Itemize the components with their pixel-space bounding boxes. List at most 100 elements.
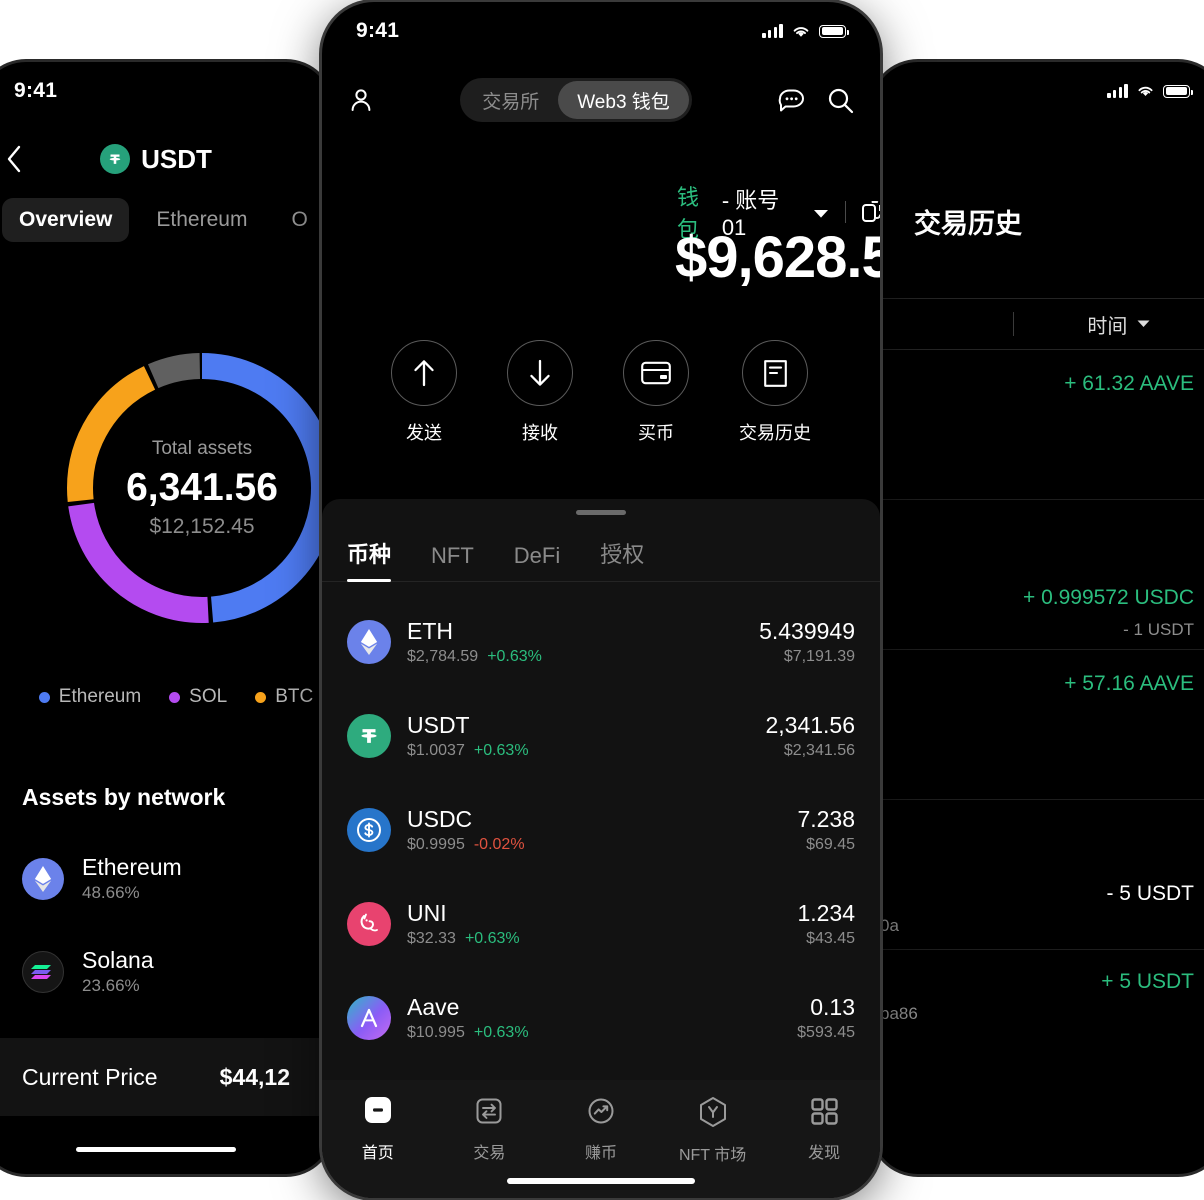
assets-by-network-title: Assets by network: [22, 784, 226, 810]
chat-icon[interactable]: [778, 88, 805, 113]
nav-discover[interactable]: 发现: [768, 1096, 880, 1163]
right-page-title: 交易历史: [914, 209, 1022, 239]
nav-nft-market[interactable]: NFT 市场: [657, 1096, 769, 1165]
left-title-text: USDT: [141, 143, 212, 174]
token-amount: 7.238: [797, 805, 855, 832]
nav-trade[interactable]: 交易: [434, 1096, 546, 1163]
table-row[interactable]: - 5 USDT 0a: [872, 800, 1204, 950]
wallet-divider: [845, 201, 847, 223]
token-amount: 0.13: [810, 993, 855, 1020]
status-icons-right: [1107, 84, 1193, 98]
network-row-solana[interactable]: Solana 23.66%: [0, 925, 332, 1018]
legend-label-sol: SOL: [189, 686, 228, 707]
arrow-up-icon: [391, 340, 457, 406]
status-bar-left: 9:41: [0, 62, 332, 120]
filter-divider: [1012, 312, 1014, 336]
list-item[interactable]: USDC $0.9995 -0.02% 7.238 $69.45: [322, 783, 880, 877]
tab-nft[interactable]: NFT: [431, 543, 474, 568]
token-info: USDC $0.9995 -0.02%: [407, 806, 797, 854]
legend-item-ethereum: Ethereum: [38, 686, 141, 708]
token-value: $7,191.39: [783, 648, 855, 666]
tab-defi[interactable]: DeFi: [513, 543, 561, 568]
legend-label-btc: BTC: [275, 686, 314, 707]
tether-icon: [347, 714, 391, 758]
nav-home[interactable]: 首页: [322, 1096, 434, 1163]
network-info-solana: Solana 23.66%: [82, 947, 154, 996]
mid-header: 交易所 Web3 钱包: [322, 72, 880, 128]
tab-approvals[interactable]: 授权: [600, 542, 645, 567]
table-row[interactable]: + 5 USDT ba86: [872, 950, 1204, 1100]
wifi-icon: [1138, 86, 1153, 96]
signal-icon: [1107, 84, 1128, 98]
mid-phone-web3-wallet: 9:41 交易所 Web3 钱包: [322, 2, 880, 1198]
back-chevron-left-icon[interactable]: [6, 145, 22, 173]
token-value: $593.45: [797, 1024, 855, 1042]
home-indicator-mid: [507, 1178, 695, 1184]
network-name: Solana: [82, 946, 154, 973]
action-send[interactable]: 发送: [391, 340, 457, 445]
table-row[interactable]: + 0.999572 USDC - 1 USDT: [872, 500, 1204, 650]
arrow-down-icon: [507, 340, 573, 406]
current-price-bar: Current Price $44,12: [0, 1038, 332, 1116]
tab-overview[interactable]: Overview: [2, 198, 130, 242]
sheet-drag-handle[interactable]: [576, 510, 626, 515]
left-header: USDT: [0, 130, 332, 188]
action-receive[interactable]: 接收: [507, 340, 573, 445]
swap-icon: [474, 1096, 504, 1131]
token-price: $0.9995: [407, 836, 465, 854]
list-item[interactable]: USDT $1.0037 +0.63% 2,341.56 $2,341.56: [322, 689, 880, 783]
search-icon[interactable]: [827, 87, 854, 114]
action-label: 接收: [522, 423, 558, 443]
current-price-value: $44,12: [219, 1063, 290, 1090]
table-row[interactable]: + 57.16 AAVE: [872, 650, 1204, 800]
token-price-row: $1.0037 +0.63%: [407, 742, 765, 760]
battery-icon: [1163, 84, 1193, 98]
network-name: Ethereum: [82, 853, 182, 880]
filter-time-dropdown[interactable]: 时间: [1014, 310, 1204, 339]
token-list: ETH $2,784.59 +0.63% 5.439949 $7,191.39: [322, 595, 880, 1198]
nft-icon: [698, 1096, 728, 1133]
token-symbol: Aave: [407, 993, 460, 1020]
copy-icon[interactable]: [862, 201, 880, 223]
segment-exchange[interactable]: 交易所: [482, 91, 540, 113]
wifi-icon: [793, 26, 809, 37]
sheet-tab-bar: 币种 NFT DeFi 授权: [322, 515, 880, 582]
action-transaction-history[interactable]: 交易历史: [739, 340, 811, 445]
tab-coins[interactable]: 币种: [347, 537, 392, 582]
segment-web3-wallet[interactable]: Web3 钱包: [558, 81, 689, 119]
list-item[interactable]: ETH $2,784.59 +0.63% 5.439949 $7,191.39: [322, 595, 880, 689]
wallet-total-balance: $9,628.52: [675, 225, 880, 290]
filter-type-dropdown[interactable]: [872, 320, 1013, 328]
token-change: -0.02%: [473, 836, 525, 854]
tab-other[interactable]: O: [291, 208, 308, 231]
tether-icon: [100, 144, 131, 174]
tab-ethereum[interactable]: Ethereum: [156, 208, 248, 231]
token-holdings: 7.238 $69.45: [797, 806, 855, 854]
transaction-amount: - 5 USDT: [1106, 882, 1194, 905]
chevron-down-icon: [813, 199, 829, 225]
network-percent: 23.66%: [82, 976, 140, 996]
action-buy-crypto[interactable]: 买币: [623, 340, 689, 445]
nav-label: 交易: [473, 1145, 506, 1162]
wallet-account-selector[interactable]: 钱包 - 账号 01: [677, 180, 880, 244]
person-icon[interactable]: [348, 87, 374, 113]
list-item[interactable]: Aave $10.995 +0.63% 0.13 $593.45: [322, 971, 880, 1065]
list-item[interactable]: UNI $32.33 +0.63% 1.234 $43.45: [322, 877, 880, 971]
token-amount: 5.439949: [759, 617, 855, 644]
network-percent: 48.66%: [82, 883, 140, 903]
legend-dot-sol: [169, 691, 181, 703]
token-price-row: $10.995 +0.63%: [407, 1024, 797, 1042]
table-row[interactable]: + 61.32 AAVE: [872, 350, 1204, 500]
assets-donut-chart: Total assets 6,341.56 $12,152.45: [58, 344, 332, 632]
network-row-ethereum[interactable]: Ethereum 48.66%: [0, 832, 332, 925]
aave-icon: [347, 996, 391, 1040]
filter-time-label: 时间: [1087, 315, 1128, 338]
token-amount: 2,341.56: [765, 711, 855, 738]
status-icons-mid: [762, 24, 849, 39]
nav-earn[interactable]: 赚币: [545, 1096, 657, 1163]
earn-icon: [586, 1096, 616, 1131]
exchange-wallet-toggle: 交易所 Web3 钱包: [460, 78, 692, 122]
usdc-icon: [347, 808, 391, 852]
ethereum-icon: [347, 620, 391, 664]
home-indicator-left: [76, 1147, 236, 1152]
